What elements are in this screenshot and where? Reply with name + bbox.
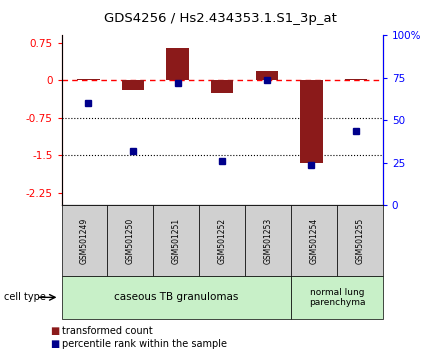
Text: GSM501251: GSM501251 (172, 218, 181, 264)
Text: transformed count: transformed count (62, 326, 152, 336)
Bar (211, 80, 233, 93)
Text: normal lung
parenchyma: normal lung parenchyma (309, 288, 365, 307)
Bar (256, 72, 278, 80)
Bar (300, 80, 323, 163)
Bar (345, 79, 367, 80)
Bar (166, 48, 189, 80)
Text: percentile rank within the sample: percentile rank within the sample (62, 339, 227, 349)
Text: caseous TB granulomas: caseous TB granulomas (114, 292, 238, 302)
Bar (122, 80, 144, 90)
Text: GSM501253: GSM501253 (264, 218, 273, 264)
Text: GSM501250: GSM501250 (126, 218, 135, 264)
Text: GSM501252: GSM501252 (218, 218, 227, 264)
Text: GSM501249: GSM501249 (80, 218, 89, 264)
Text: GDS4256 / Hs2.434353.1.S1_3p_at: GDS4256 / Hs2.434353.1.S1_3p_at (103, 12, 337, 25)
Text: GSM501254: GSM501254 (309, 218, 319, 264)
Text: GSM501255: GSM501255 (356, 218, 364, 264)
Text: ■: ■ (50, 326, 59, 336)
Text: ■: ■ (50, 339, 59, 349)
Bar (77, 79, 99, 80)
Text: cell type: cell type (4, 292, 46, 302)
